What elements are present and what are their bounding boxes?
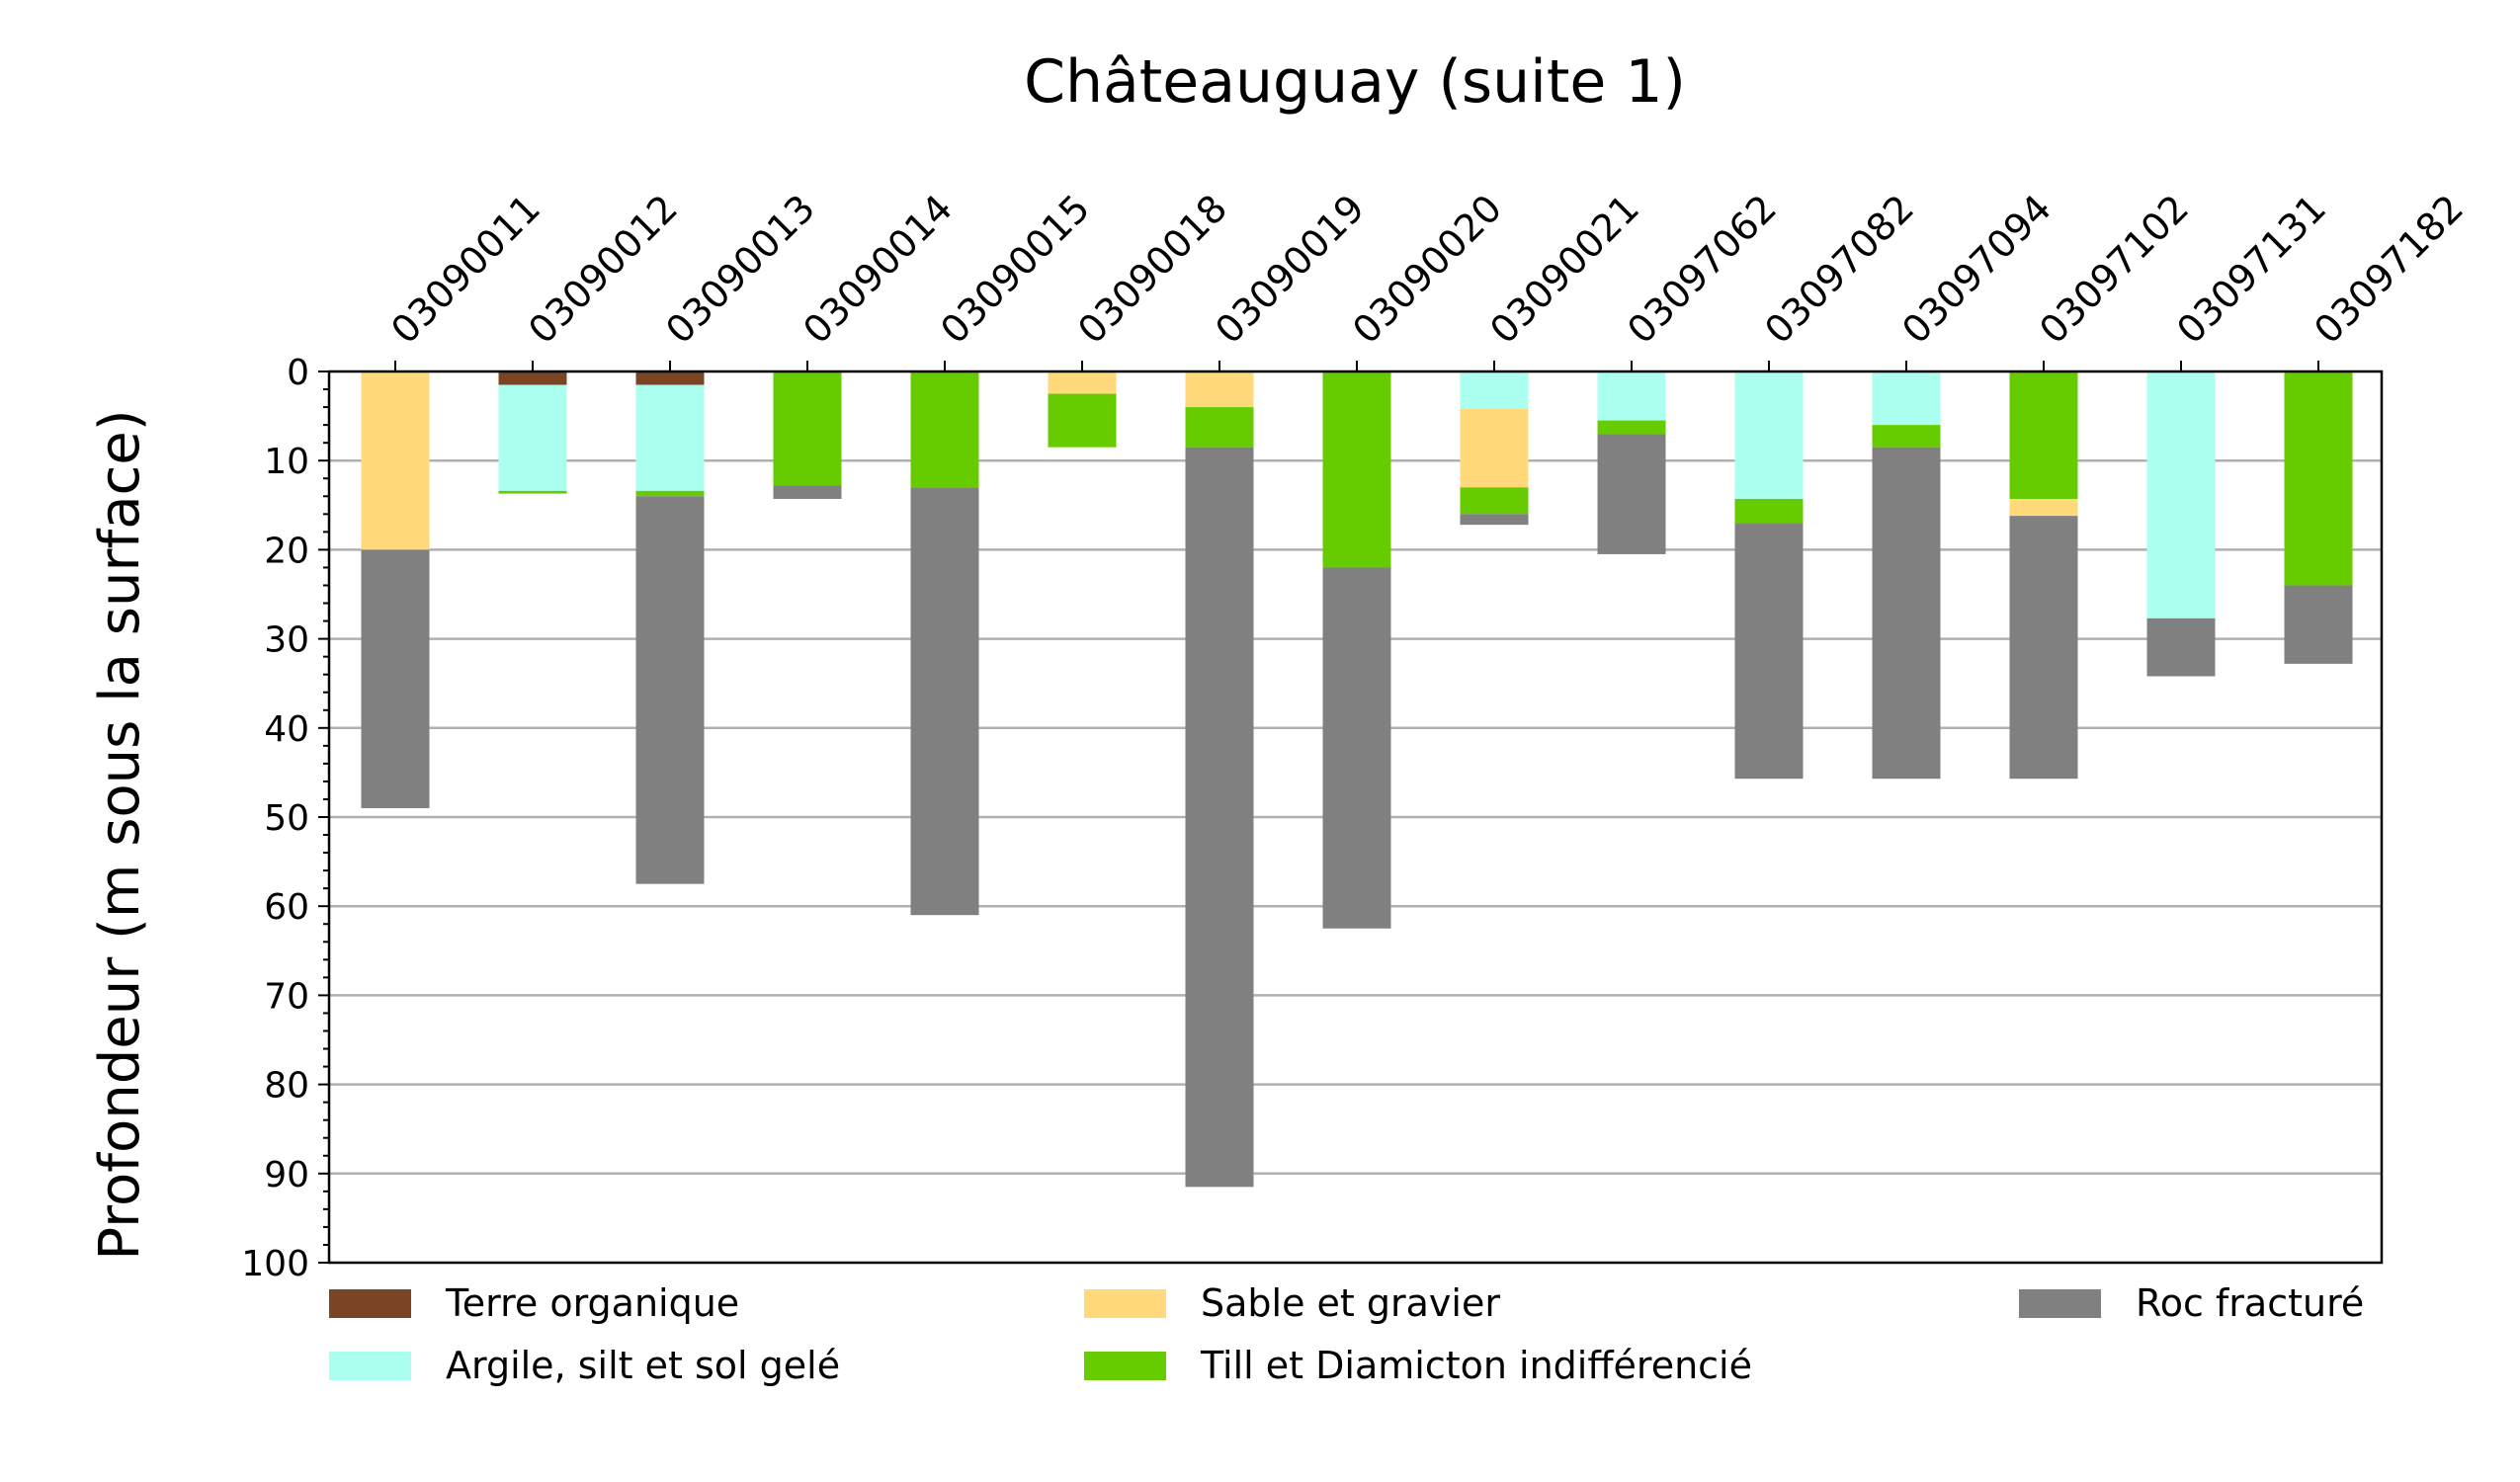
bar-segment-terre <box>498 371 567 385</box>
x-tick-label: 03097182 <box>2306 186 2472 352</box>
legend-swatch-roc <box>2019 1289 2101 1318</box>
bar-segment-till <box>1597 420 1666 435</box>
y-tick-label: 60 <box>264 887 309 928</box>
bar-segment-till <box>1048 393 1117 448</box>
bar-segment-argile <box>1872 371 1941 426</box>
bar-segment-roc <box>1734 523 1804 780</box>
x-tick-label: 03090012 <box>520 186 686 352</box>
x-axis: 0309001103090012030900130309001403090015… <box>382 186 2472 371</box>
y-tick-label: 20 <box>264 531 309 571</box>
x-tick-label: 03090014 <box>795 186 961 352</box>
chart-title: Châteauguay (suite 1) <box>1024 47 1686 117</box>
bar-segment-till <box>498 490 567 494</box>
y-tick-label: 70 <box>264 976 309 1017</box>
bar-segment-roc <box>1322 567 1391 929</box>
bar-segment-sable <box>2009 498 2078 517</box>
x-tick-label: 03090011 <box>382 186 548 352</box>
bar-segment-till <box>2284 371 2353 586</box>
bar-segment-argile <box>1597 371 1666 421</box>
bar-segment-till <box>635 490 705 497</box>
legend-label-roc: Roc fracturé <box>2136 1281 2364 1325</box>
x-tick-label: 03097062 <box>1619 186 1785 352</box>
bar-segment-argile <box>2146 371 2216 618</box>
bar-segment-terre <box>635 371 705 385</box>
bar-segment-argile <box>498 384 567 491</box>
legend-label-argile: Argile, silt et sol gelé <box>446 1344 840 1387</box>
bar-segment-roc <box>1185 447 1254 1188</box>
bar-segment-till <box>1872 425 1941 448</box>
x-tick-label: 03097102 <box>2031 186 2197 352</box>
y-tick-label: 10 <box>264 442 309 482</box>
x-tick-label: 03090021 <box>1481 186 1647 352</box>
bar-segment-sable <box>361 371 430 550</box>
bar-segment-roc <box>635 496 705 884</box>
bar-segment-roc <box>361 549 430 808</box>
bar-segment-sable <box>1048 371 1117 394</box>
bar-segment-till <box>1322 371 1391 568</box>
legend-label-sable: Sable et gravier <box>1201 1281 1500 1325</box>
bar-segment-roc <box>2284 585 2353 664</box>
legend: Terre organique Sable et gravier Roc fract… <box>329 1281 2364 1387</box>
legend-swatch-argile <box>329 1352 411 1380</box>
bar-segment-roc <box>1460 514 1529 526</box>
x-tick-label: 03090013 <box>657 186 823 352</box>
y-tick-label: 40 <box>264 709 309 750</box>
x-tick-label: 03097082 <box>1756 186 1922 352</box>
x-tick-label: 03090019 <box>1207 186 1373 352</box>
x-tick-label: 03090015 <box>932 186 1098 352</box>
bar-segment-till <box>1185 407 1254 448</box>
legend-swatch-terre <box>329 1289 411 1318</box>
legend-label-till: Till et Diamicton indifférencié <box>1200 1344 1752 1387</box>
y-tick-label: 80 <box>264 1066 309 1107</box>
bar-segment-sable <box>1460 408 1529 488</box>
bar-segment-sable <box>1185 371 1254 408</box>
x-tick-label: 03090020 <box>1344 186 1510 352</box>
legend-label-terre: Terre organique <box>445 1281 739 1325</box>
bar-segment-roc <box>2009 516 2078 780</box>
bar-segment-argile <box>1460 371 1529 409</box>
y-axis: 0 10 20 30 40 50 60 70 80 90 100 <box>241 353 329 1284</box>
y-tick-label: 90 <box>264 1155 309 1195</box>
x-tick-label: 03097094 <box>1893 186 2059 352</box>
bar-segment-till <box>2009 371 2078 499</box>
bar-segment-roc <box>773 485 842 499</box>
bar-segment-till <box>773 371 842 486</box>
bar-segment-till <box>1460 487 1529 515</box>
x-tick-label: 03090018 <box>1069 186 1235 352</box>
bar-segment-till <box>910 371 979 488</box>
bar-segment-till <box>1734 498 1804 524</box>
y-tick-label: 100 <box>241 1244 309 1284</box>
y-tick-label: 0 <box>287 353 309 393</box>
y-axis-label: Profondeur (m sous la surface) <box>88 409 152 1260</box>
bars-group <box>361 371 2353 1188</box>
bar-segment-roc <box>910 487 979 916</box>
y-tick-label: 50 <box>264 798 309 839</box>
legend-swatch-sable <box>1084 1289 1166 1318</box>
y-tick-label: 30 <box>264 620 309 661</box>
bar-segment-argile <box>635 384 705 491</box>
x-tick-label: 03097131 <box>2168 186 2334 352</box>
bar-segment-roc <box>1597 434 1666 554</box>
legend-swatch-till <box>1084 1352 1166 1380</box>
bar-segment-argile <box>1734 371 1804 499</box>
bar-segment-roc <box>1872 447 1941 780</box>
bar-segment-roc <box>2146 618 2216 677</box>
